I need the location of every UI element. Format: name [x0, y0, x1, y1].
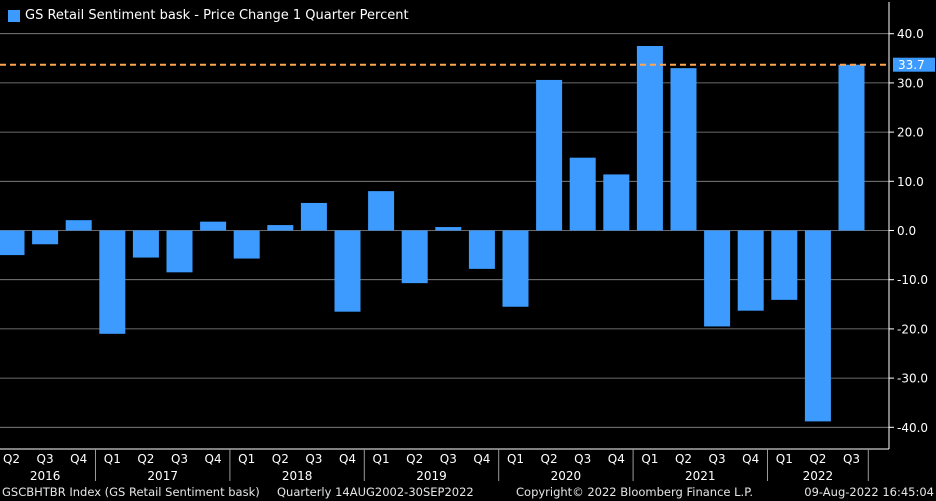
y-tick-label: -20.0 [897, 322, 928, 336]
bar [569, 157, 596, 231]
bar [704, 230, 731, 327]
legend-swatch [8, 9, 20, 22]
x-tick-label: Q2 [809, 452, 826, 466]
x-tick-label: Q2 [675, 452, 692, 466]
footer-timestamp: 09-Aug-2022 16:45:04 [804, 485, 934, 499]
x-tick-label: Q1 [776, 452, 793, 466]
bar [200, 221, 227, 231]
bar [838, 64, 865, 231]
x-tick-label: Q4 [70, 452, 87, 466]
x-tick-label: Q2 [272, 452, 289, 466]
x-year-label: 2016 [30, 469, 61, 483]
x-year-label: 2021 [685, 469, 716, 483]
bar [300, 202, 327, 231]
x-tick-label: Q3 [709, 452, 726, 466]
x-tick-label: Q2 [137, 452, 154, 466]
axes: 40.0 30.0 20.0 10.0 0.0 -10.0 -20.0 -30.0 -40.0 Q… [0, 2, 928, 483]
bar [670, 68, 697, 231]
bar [737, 230, 764, 311]
footer-ticker: GSCBHTBR Index (GS Retail Sentiment bask… [2, 485, 260, 499]
x-year-label: 2019 [416, 469, 447, 483]
x-tick-label: Q4 [608, 452, 625, 466]
x-tick-label: Q3 [440, 452, 457, 466]
reference-line-group: 33.7 [0, 57, 935, 72]
bar [468, 230, 495, 269]
bar [132, 230, 159, 258]
x-year-label: 2022 [803, 469, 834, 483]
x-tick-label: Q4 [473, 452, 490, 466]
footer-bar: GSCBHTBR Index (GS Retail Sentiment bask… [0, 484, 936, 501]
bar [804, 230, 831, 422]
bar [603, 174, 630, 231]
y-tick-label: -10.0 [897, 273, 928, 287]
bar [401, 230, 428, 284]
bar [771, 230, 798, 300]
y-tick-label: 0.0 [897, 224, 916, 238]
legend-label: GS Retail Sentiment bask - Price Change … [25, 8, 409, 23]
x-tick-label: Q3 [305, 452, 322, 466]
x-year-label: 2018 [282, 469, 313, 483]
x-tick-label: Q1 [238, 452, 255, 466]
y-tick-label: 10.0 [897, 175, 924, 189]
x-tick-label: Q3 [574, 452, 591, 466]
x-tick-label: Q1 [641, 452, 658, 466]
y-tick-label: -30.0 [897, 372, 928, 386]
bar [166, 230, 193, 273]
reference-value-label: 33.7 [898, 58, 925, 72]
bar [502, 230, 529, 307]
bar [536, 79, 563, 231]
footer-period: Quarterly 14AUG2002-30SEP2022 [277, 485, 474, 499]
bar [334, 230, 361, 312]
bar [32, 230, 59, 245]
footer-copyright: Copyright© 2022 Bloomberg Finance L.P. [516, 485, 753, 499]
y-tick-label: 20.0 [897, 126, 924, 140]
bar [0, 230, 25, 256]
x-tick-label: Q2 [406, 452, 423, 466]
x-tick-label: Q1 [507, 452, 524, 466]
bar [636, 46, 663, 231]
x-year-label: 2017 [147, 469, 178, 483]
x-tick-label: Q2 [3, 452, 20, 466]
x-tick-label: Q3 [37, 452, 54, 466]
reference-value-badge [893, 57, 935, 72]
x-tick-label: Q4 [339, 452, 356, 466]
bar [99, 230, 126, 334]
y-tick-label: -40.0 [897, 421, 928, 435]
bar [65, 220, 92, 231]
x-tick-label: Q4 [742, 452, 759, 466]
y-tick-label: 30.0 [897, 76, 924, 90]
bar [435, 227, 462, 231]
bar [267, 225, 294, 231]
x-tick-label: Q3 [171, 452, 188, 466]
x-tick-label: Q1 [104, 452, 121, 466]
x-tick-label: Q2 [541, 452, 558, 466]
x-tick-label: Q3 [843, 452, 860, 466]
x-tick-label: Q4 [205, 452, 222, 466]
bar [368, 191, 395, 231]
x-tick-label: Q1 [373, 452, 390, 466]
bars [0, 46, 865, 422]
legend: GS Retail Sentiment bask - Price Change … [8, 8, 409, 23]
bar [233, 230, 260, 259]
x-year-label: 2020 [551, 469, 582, 483]
y-tick-label: 40.0 [897, 27, 924, 41]
